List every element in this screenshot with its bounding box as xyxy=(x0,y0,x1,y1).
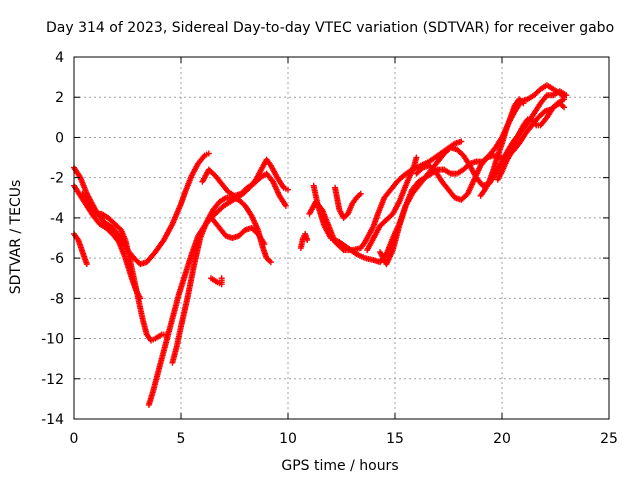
data-points xyxy=(71,82,570,408)
data-point xyxy=(205,150,212,157)
data-point xyxy=(83,261,90,268)
data-point xyxy=(261,241,268,248)
data-point xyxy=(267,259,274,266)
data-point xyxy=(282,202,289,209)
data-point xyxy=(413,154,420,161)
data-point xyxy=(458,138,465,145)
grid-lines xyxy=(74,57,609,419)
data-point xyxy=(285,186,291,193)
data-point xyxy=(357,190,364,197)
data-point xyxy=(218,275,225,282)
data-point xyxy=(563,92,570,99)
data-point xyxy=(561,96,568,103)
data-point xyxy=(304,237,311,244)
chart-title: Day 314 of 2023, Sidereal Day-to-day VTE… xyxy=(46,20,614,36)
